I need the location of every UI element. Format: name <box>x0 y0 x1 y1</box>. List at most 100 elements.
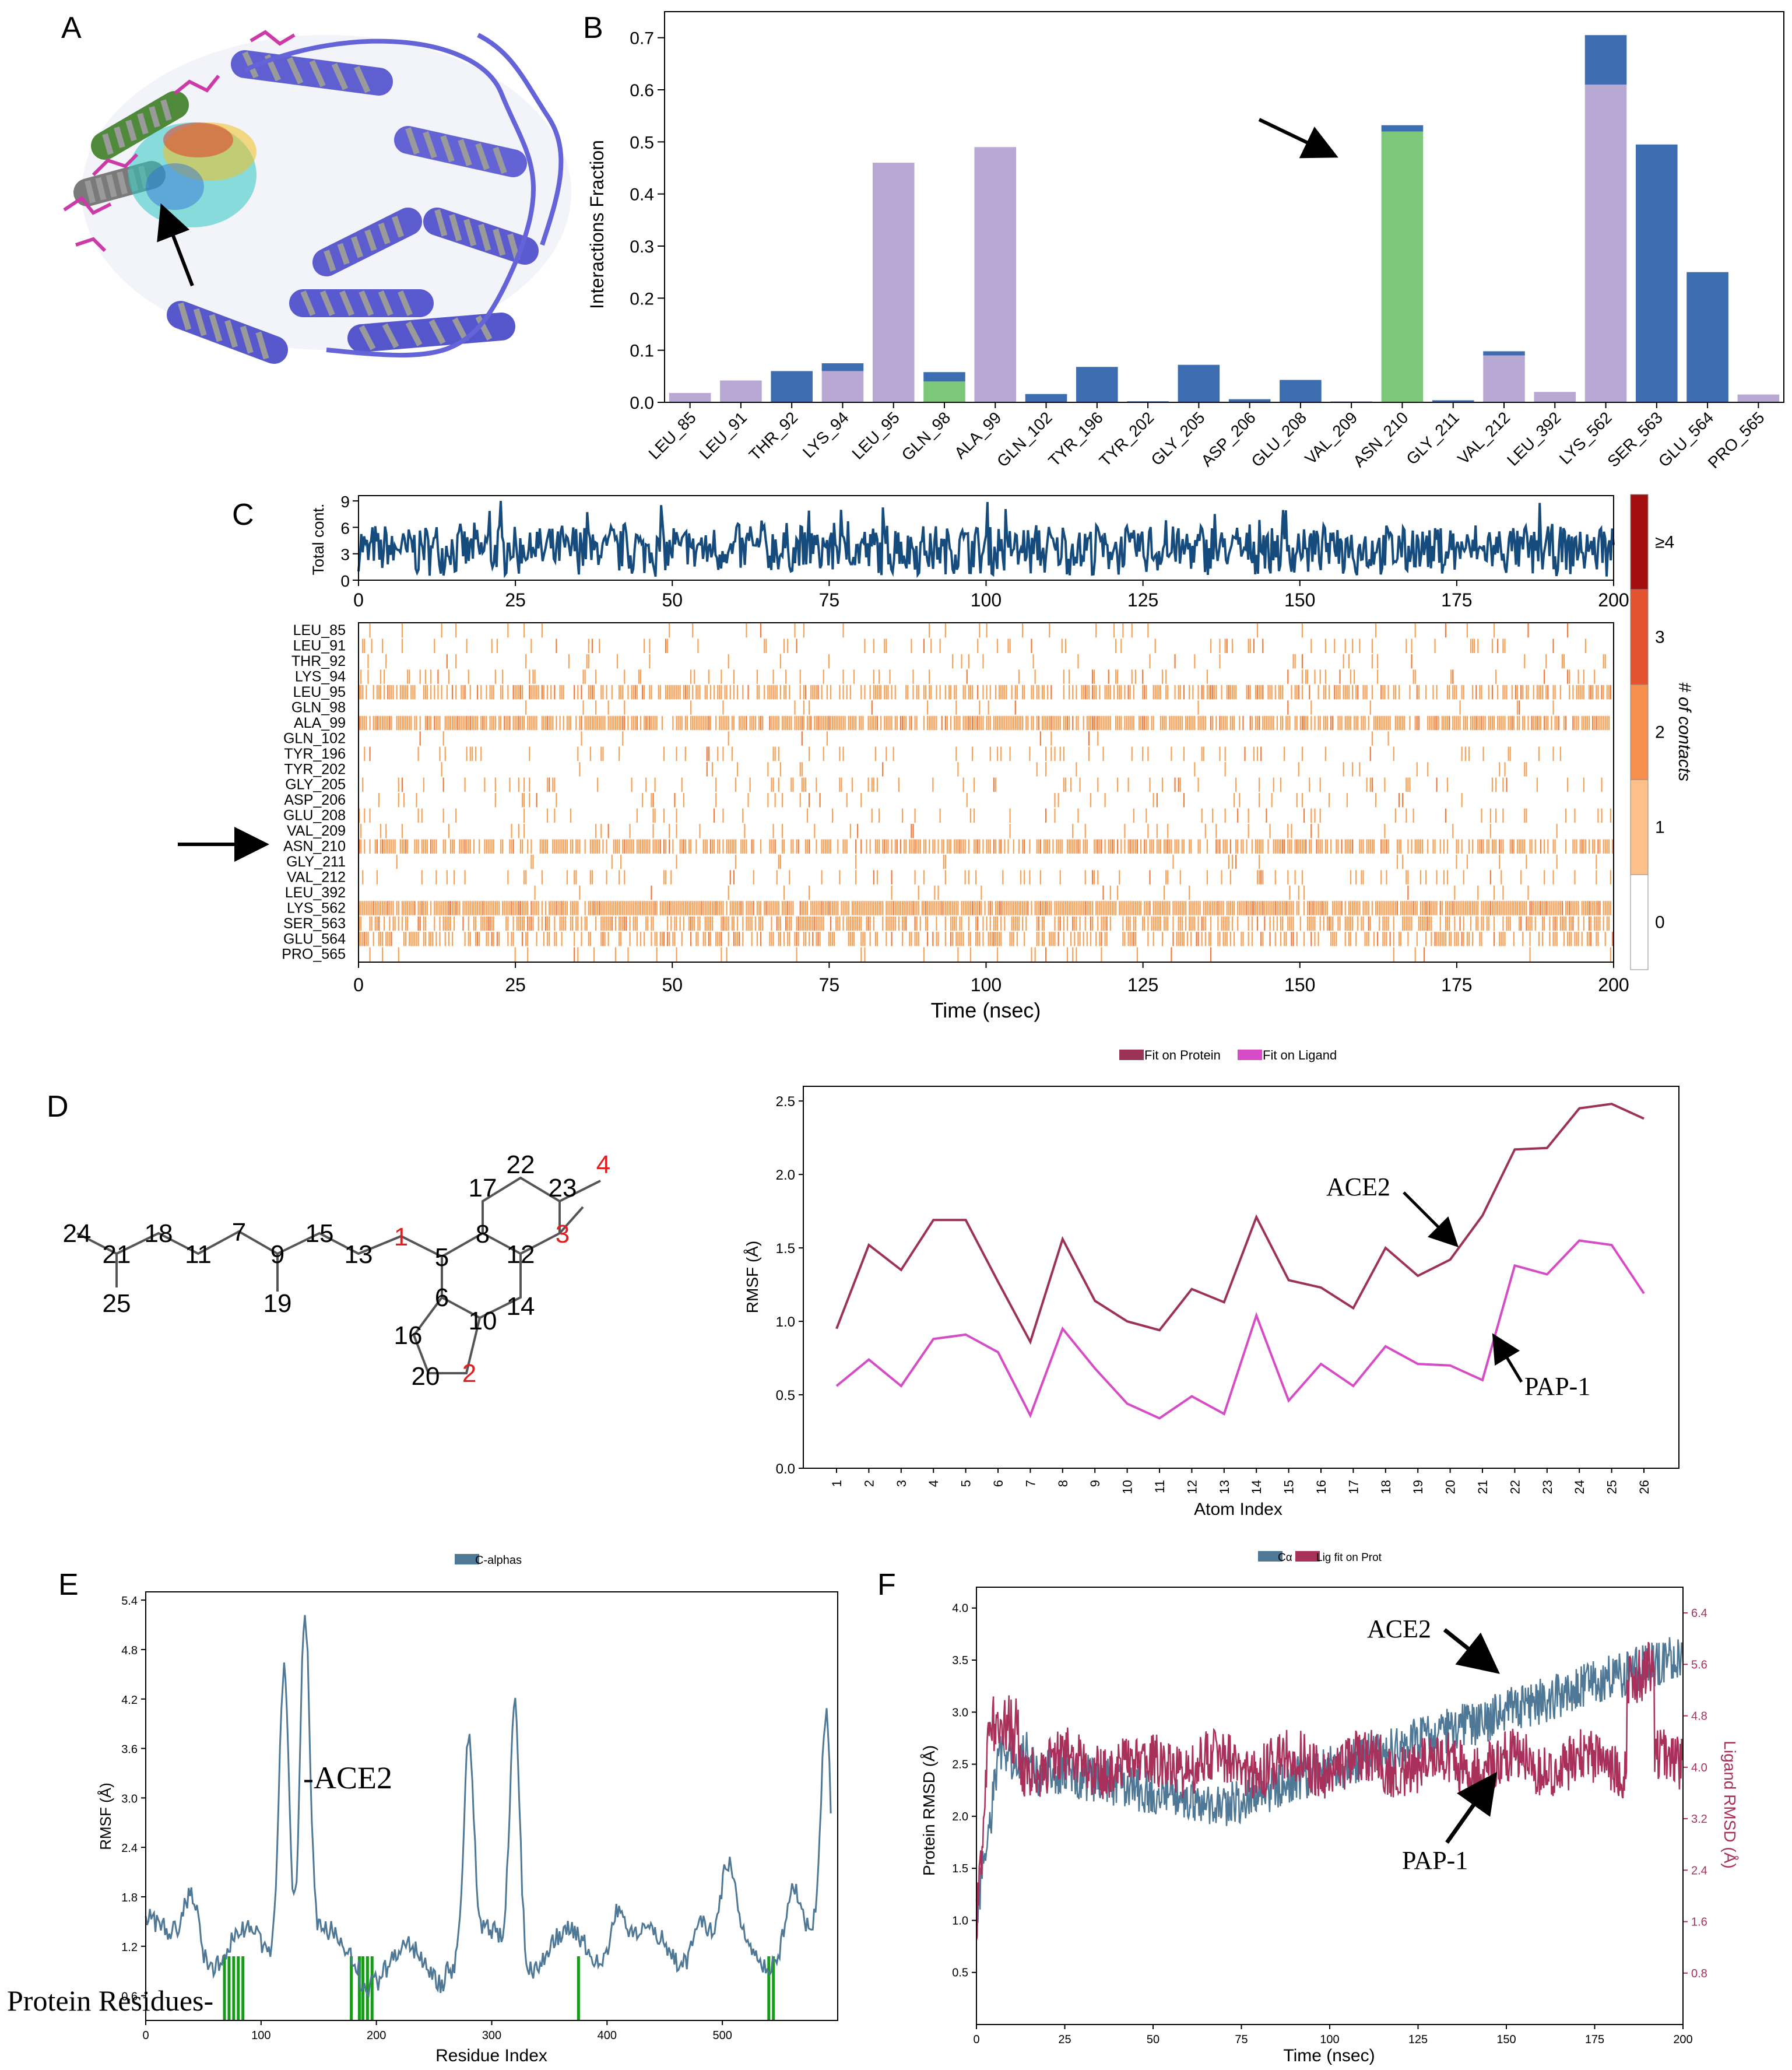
c-contact-mark <box>1146 715 1147 731</box>
c-contact-mark <box>1004 685 1006 700</box>
c-contact-mark <box>1586 715 1589 731</box>
c-contact-mark <box>1529 839 1531 854</box>
c-contact-mark <box>417 808 419 823</box>
c-contact-mark <box>846 793 848 808</box>
c-contact-mark <box>1377 654 1379 669</box>
c-contact-mark <box>1508 916 1509 931</box>
c-contact-mark <box>821 839 823 854</box>
c-contact-mark <box>1203 715 1204 731</box>
c-contact-mark <box>1445 715 1447 731</box>
c-contact-mark <box>1233 715 1235 731</box>
c-contact-mark <box>1260 901 1262 915</box>
c-contact-mark <box>893 916 894 931</box>
c-contact-mark <box>1196 901 1197 915</box>
c-contact-mark <box>604 916 606 931</box>
c-contact-mark <box>475 746 477 762</box>
c-contact-mark <box>1274 901 1276 915</box>
c-contact-mark <box>1194 762 1196 777</box>
c-contact-mark <box>1380 715 1382 731</box>
c-contact-mark <box>867 777 869 792</box>
c-contact-mark <box>1317 685 1319 700</box>
c-contact-mark <box>1291 932 1292 946</box>
c-contact-mark <box>362 685 364 700</box>
c-contact-mark <box>572 839 574 854</box>
c-contact-mark <box>713 901 715 915</box>
c-contact-mark <box>1079 932 1081 946</box>
f-y-tick-label: 1.5 <box>952 1862 968 1875</box>
c-contact-mark <box>1027 715 1029 731</box>
c-contact-mark <box>1176 839 1178 854</box>
c-contact-mark <box>1610 947 1612 962</box>
c-contact-mark <box>439 901 441 915</box>
c-contact-mark <box>781 839 783 854</box>
c-contact-mark <box>964 839 966 854</box>
c-contact-mark <box>1136 839 1139 854</box>
c-contact-mark <box>821 715 823 731</box>
c-contact-mark <box>1348 901 1350 915</box>
c-contact-mark <box>1495 777 1497 792</box>
c-contact-mark <box>1449 916 1450 931</box>
panel-label-c: C <box>232 498 254 532</box>
c-contact-mark <box>403 932 405 946</box>
c-contact-mark <box>652 715 654 731</box>
c-contact-mark <box>544 901 547 915</box>
c-contact-mark <box>1477 839 1479 854</box>
c-contact-mark <box>1122 932 1124 946</box>
c-contact-mark <box>846 839 848 854</box>
c-contact-mark <box>702 715 704 731</box>
c-contact-mark <box>624 715 626 731</box>
helix-turn <box>391 216 405 238</box>
c-contact-mark <box>1515 901 1517 915</box>
c-contact-mark <box>1446 870 1449 885</box>
c-contact-mark <box>1481 808 1482 823</box>
helix-turn <box>423 131 437 159</box>
c-contact-mark <box>1552 746 1554 762</box>
c-contact-mark <box>1101 839 1102 854</box>
c-contact-mark <box>498 901 500 915</box>
c-contact-mark <box>1387 916 1389 931</box>
c-contact-mark <box>790 839 792 854</box>
c-contact-mark <box>362 870 364 885</box>
c-contact-mark <box>1237 839 1239 854</box>
c-contact-mark <box>760 715 762 731</box>
c-contact-mark <box>507 901 509 915</box>
c-contact-mark <box>1226 638 1228 653</box>
e-y-tick-label: 1.8 <box>121 1892 138 1904</box>
c-contact-mark <box>1312 901 1314 915</box>
loop <box>244 38 536 357</box>
c-contact-mark <box>923 715 925 731</box>
c-contact-mark <box>536 932 537 946</box>
c-contact-mark <box>1461 839 1463 854</box>
c-contact-mark <box>896 901 898 915</box>
c-contact-mark <box>656 839 658 854</box>
c-contact-mark <box>647 916 649 931</box>
c-contact-mark <box>652 808 654 823</box>
c-contact-mark <box>771 685 772 700</box>
c-contact-mark <box>694 669 695 684</box>
c-contact-mark <box>568 654 570 669</box>
c-contact-mark <box>1303 901 1305 915</box>
c-contact-mark <box>886 638 887 653</box>
c-contact-mark <box>1431 715 1432 731</box>
c-contact-mark <box>1538 715 1540 731</box>
c-contact-mark <box>932 901 934 915</box>
helix-turn <box>475 315 493 341</box>
c-contact-mark <box>731 901 733 915</box>
c-contact-mark <box>1259 901 1260 915</box>
c-contact-mark <box>776 870 778 885</box>
c-contact-mark <box>1043 715 1045 731</box>
c-contact-mark <box>1237 808 1239 823</box>
c-contact-mark <box>1057 932 1059 946</box>
c-contact-mark <box>801 901 803 915</box>
c-contact-mark <box>1522 839 1524 854</box>
c-contact-mark <box>692 715 694 731</box>
c-contact-mark <box>645 901 647 915</box>
c-contact-mark <box>434 638 435 653</box>
e-y-tick-label: 3.6 <box>121 1743 138 1756</box>
c-heatmap-frame <box>358 622 1614 963</box>
c-contact-mark <box>697 916 699 931</box>
c-contact-mark <box>1436 901 1438 915</box>
c-contact-mark <box>464 932 466 946</box>
c-contact-mark <box>1552 916 1554 931</box>
c-contact-mark <box>962 839 964 854</box>
